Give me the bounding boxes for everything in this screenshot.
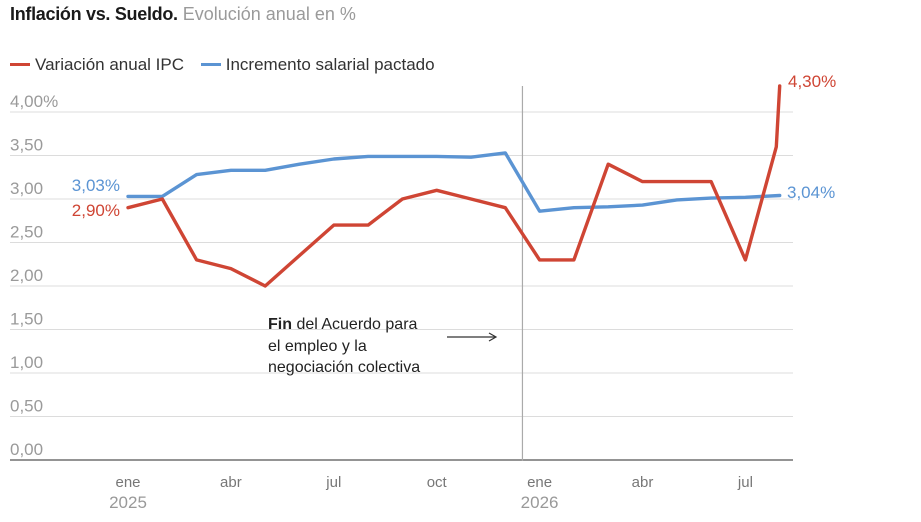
chart-title: Inflación vs. Sueldo. <box>10 4 178 24</box>
x-year-label: 2026 <box>521 493 559 512</box>
chart-subtitle: Evolución anual en % <box>182 4 356 24</box>
y-tick-label: 0,00 <box>10 440 43 459</box>
annotation-arrowhead <box>488 332 498 342</box>
series-line-salario <box>126 151 782 213</box>
x-tick-label: ene <box>115 474 140 491</box>
legend: Variación anual IPC Incremento salarial … <box>10 51 447 75</box>
end-label-ipc: 4,30% <box>788 72 836 91</box>
chart-title-line: Inflación vs. Sueldo. Evolución anual en … <box>10 4 356 25</box>
legend-label-salario: Incremento salarial pactado <box>225 54 435 74</box>
x-tick-label: abr <box>220 474 242 491</box>
legend-item-ipc: Variación anual IPC <box>10 55 184 75</box>
y-tick-label: 2,00 <box>10 266 43 285</box>
annotation-bold: Fin <box>268 316 292 333</box>
y-tick-label: 1,00 <box>10 353 43 372</box>
start-label-ipc: 2,90% <box>72 201 120 220</box>
y-tick-label: 0,50 <box>10 397 43 416</box>
end-label-salario: 3,04% <box>787 183 835 202</box>
series-line-ipc <box>126 84 782 288</box>
annotation-rest: del Acuerdo para <box>292 316 418 333</box>
annotation-text-line-1: Fin del Acuerdo para <box>268 316 418 333</box>
legend-label-ipc: Variación anual IPC <box>35 54 184 74</box>
annotation-text-line-3: negociación colectiva <box>268 359 420 376</box>
x-tick-label: jul <box>325 474 341 491</box>
legend-swatch-salario <box>200 63 221 66</box>
x-tick-label: oct <box>427 474 448 491</box>
y-tick-label: 1,50 <box>10 310 43 329</box>
x-tick-label: ene <box>527 474 552 491</box>
x-tick-label: jul <box>737 474 753 491</box>
y-tick-label: 2,50 <box>10 223 43 242</box>
y-tick-label: 3,50 <box>10 136 43 155</box>
x-tick-label: abr <box>632 474 654 491</box>
y-tick-label: 4,00% <box>10 92 58 111</box>
annotation-text-line-2: el empleo y la <box>268 338 367 355</box>
x-year-label: 2025 <box>109 493 147 512</box>
legend-swatch-ipc <box>10 63 30 66</box>
y-tick-label: 3,00 <box>10 179 43 198</box>
start-label-salario: 3,03% <box>72 176 120 195</box>
legend-item-salario: Incremento salarial pactado <box>200 54 435 75</box>
